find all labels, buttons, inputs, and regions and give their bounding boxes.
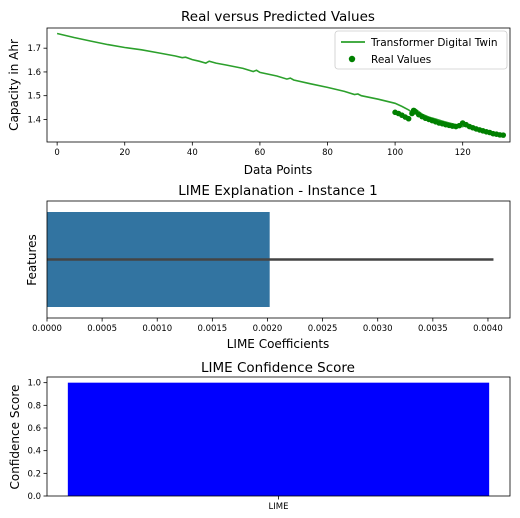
x-tick-label: 120 [455,148,471,158]
y-tick-label: 0.0 [27,492,41,502]
y-axis-label-1: Capacity in Ahr [7,39,21,131]
x-axis-label-1: Data Points [244,163,313,177]
x-tick-label: 100 [387,148,403,158]
plot-frame-1 [46,27,511,143]
lime-bar-panel: LIME Explanation - Instance 1 0.0000 0.00… [25,183,511,351]
y-tick-label: 0.8 [27,401,41,411]
real-value-point [405,115,412,122]
y-axis-label-3: Confidence Score [8,385,22,490]
plot-frame-2 [46,200,511,319]
legend-box [334,30,508,70]
x-tick-label: 0.0035 [418,324,448,334]
chart-title-2: LIME Explanation - Instance 1 [178,183,378,199]
x-tick-label: 0.0015 [197,324,227,334]
y-tick-label: 0.6 [27,424,41,434]
y-tick-label: 1.0 [27,379,41,389]
x-tick-label: 60 [254,148,265,158]
y-tick-label: 0.4 [27,447,41,457]
x-tick-label: 0.0030 [363,324,393,334]
x-tick-label: 0.0005 [87,324,117,334]
x-tick-label: 0 [54,148,59,158]
confidence-bar-panel: LIME Confidence Score 0.0 0.2 0.4 0.6 0.8 1.0… [8,360,511,512]
x-tick-label: 0.0020 [253,324,283,334]
legend-label-twin: Transformer Digital Twin [370,37,498,49]
y-tick-label: 1.6 [27,68,41,78]
x-tick-label: 0.0000 [32,324,62,334]
line-chart-panel: Real versus Predicted Values 0 20 40 60 80 10… [7,9,511,177]
x-tick-label: 20 [119,148,130,158]
chart-title-1: Real versus Predicted Values [181,9,375,25]
y-tick-label: 0.2 [27,469,41,479]
plot-frame-3 [46,376,511,497]
x-tick-label: 40 [187,148,198,158]
x-tick-label: 0.0025 [308,324,338,334]
legend-swatch-dot [348,55,356,63]
x-tick-label: 0.0040 [473,324,503,334]
legend: Transformer Digital Twin Real Values [334,30,508,70]
confidence-bar [67,382,490,496]
x-tick-label: 80 [322,148,333,158]
y-tick-label: 1.5 [27,92,41,102]
category-label: LIME [269,502,289,512]
x-tick-label: 0.0010 [142,324,172,334]
y-tick-label: 1.7 [27,44,41,54]
x-axis-label-2: LIME Coefficients [227,337,330,351]
real-value-point [500,132,507,138]
legend-label-real: Real Values [371,54,431,66]
chart-title-3: LIME Confidence Score [201,360,355,376]
y-axis-label-2: Features [25,234,39,286]
y-tick-label: 1.4 [27,115,41,125]
